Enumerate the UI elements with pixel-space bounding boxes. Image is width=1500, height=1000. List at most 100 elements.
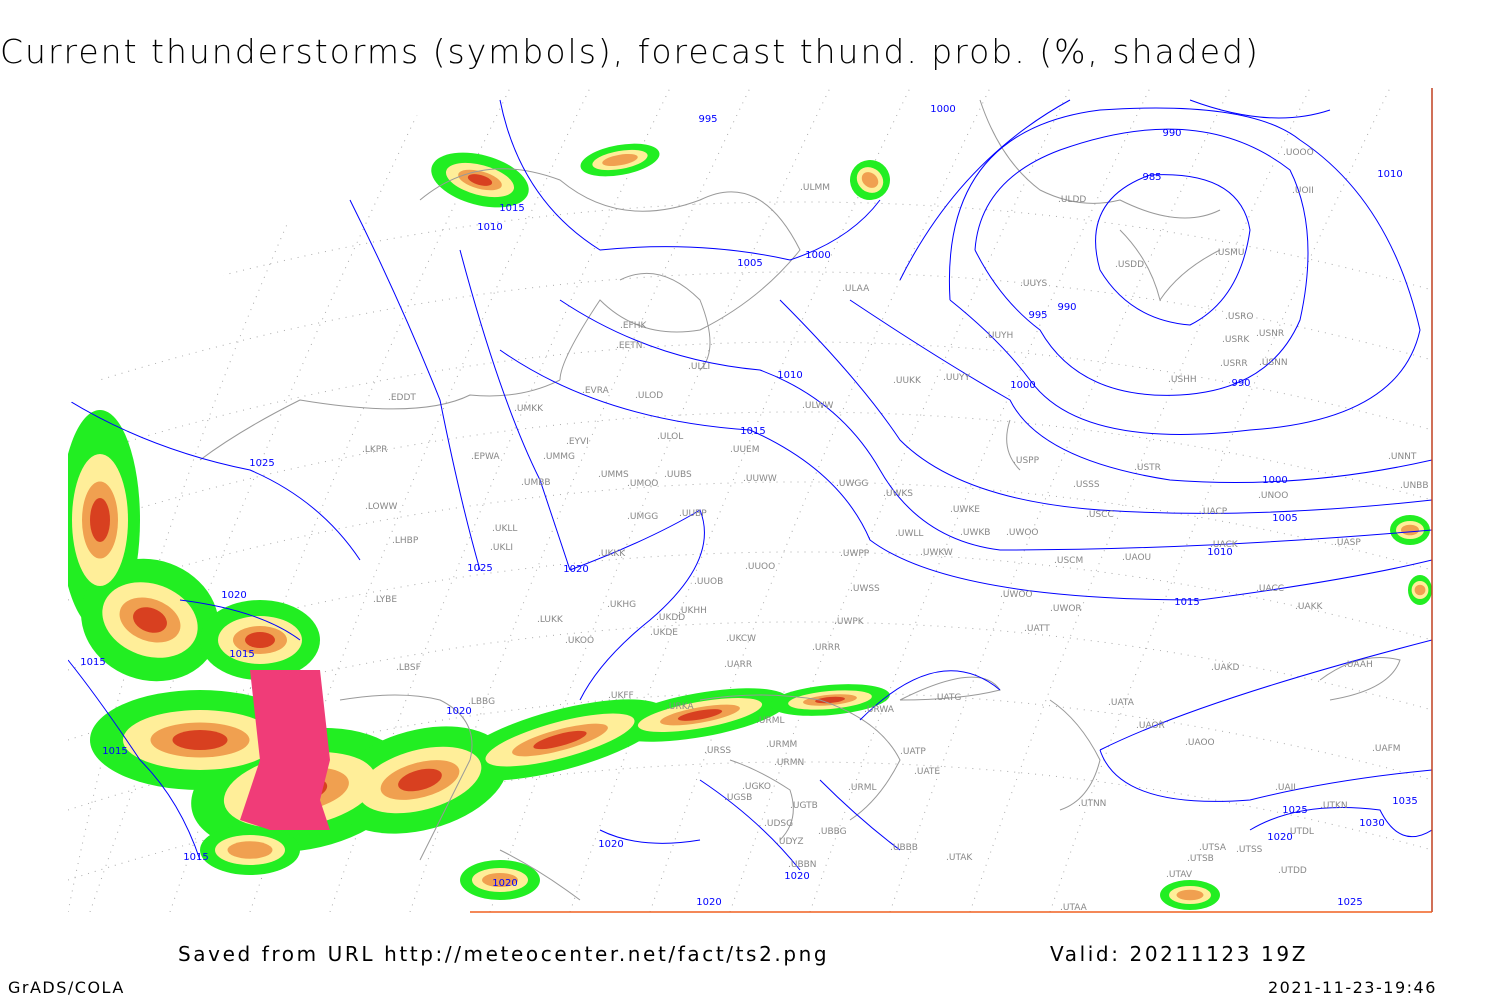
probability-area — [245, 632, 275, 648]
station-label: .UUOB — [694, 577, 723, 587]
isobar-line — [1095, 174, 1251, 326]
station-label: .UACP — [1200, 507, 1228, 517]
parallel-line — [68, 271, 1432, 391]
map-title: Current thunderstorms (symbols), forecas… — [0, 32, 1260, 71]
probability-area — [172, 730, 228, 750]
isobar-label: 995 — [698, 114, 717, 125]
meridian-line — [729, 88, 1071, 912]
probability-area — [815, 696, 845, 704]
isobar-label: 985 — [1142, 172, 1161, 183]
station-label: .UTSB — [1187, 854, 1214, 864]
station-label: .UUOO — [745, 562, 775, 572]
station-label: .UASP — [1334, 538, 1361, 548]
station-label: .UKOO — [565, 636, 594, 646]
station-label: .USPP — [1013, 456, 1040, 466]
station-label: .USRK — [1222, 335, 1250, 345]
isobar-label: 1020 — [221, 590, 246, 601]
station-label: .EETN — [616, 341, 642, 351]
station-label: .UWOR — [1050, 604, 1082, 614]
station-label: .ULOL — [657, 432, 683, 442]
station-label: .UWPK — [834, 617, 865, 627]
isobar-label: 1005 — [1272, 513, 1297, 524]
station-label: .UMGG — [627, 512, 658, 522]
source-url-text: Saved from URL http://meteocenter.net/fa… — [178, 942, 830, 966]
isobar-label: 1020 — [446, 706, 471, 717]
meridian-line — [89, 88, 431, 912]
station-label: .UKKK — [598, 549, 626, 559]
station-label: .UGKO — [742, 782, 771, 792]
station-label: .UWOO — [1000, 590, 1033, 600]
isobar-label: 1030 — [1359, 818, 1384, 829]
station-label: .UKHH — [678, 606, 707, 616]
station-label: .USCM — [1054, 556, 1083, 566]
station-label: .LHBP — [392, 536, 419, 546]
probability-area — [90, 498, 110, 542]
station-label: .LUKK — [537, 615, 564, 625]
station-label: .URSS — [704, 746, 731, 756]
isobar-label: 1020 — [598, 839, 623, 850]
isobar-label: 1025 — [467, 563, 492, 574]
isobar-label: 1000 — [930, 104, 955, 115]
meridian-line — [1049, 88, 1391, 912]
isobar-label: 1020 — [1267, 832, 1292, 843]
valid-time-text: Valid: 20211123 19Z — [1050, 942, 1308, 966]
station-label: .USMU — [1215, 248, 1245, 258]
isobar-line — [349, 199, 481, 571]
station-label: .UDSG — [764, 819, 793, 829]
isobar-label: 995 — [1028, 310, 1047, 321]
station-label: .UAKD — [1211, 663, 1240, 673]
station-label: .UWSS — [850, 584, 880, 594]
station-label: .UWLL — [895, 529, 923, 539]
isobar-label: 1010 — [1207, 547, 1232, 558]
isobar-label: 1020 — [563, 564, 588, 575]
station-label: .UTKN — [1320, 801, 1348, 811]
render-timestamp: 2021-11-23-19:46 — [1268, 978, 1437, 997]
station-label: .UUKK — [893, 376, 922, 386]
station-label: .UBBG — [818, 827, 847, 837]
station-label: .UATE — [914, 767, 940, 777]
meridian-line — [969, 88, 1311, 912]
isobar-label: 1010 — [477, 222, 502, 233]
isobar-line — [559, 299, 1432, 551]
station-label: .UKDE — [650, 628, 678, 638]
coastline — [699, 694, 901, 821]
station-label: .UUYS — [1020, 279, 1048, 289]
station-label: .UKHG — [607, 600, 636, 610]
isobar-label: 1015 — [1174, 597, 1199, 608]
isobar-label: 1020 — [492, 878, 517, 889]
meridian-line — [569, 88, 911, 912]
station-label: .LBSF — [396, 663, 421, 673]
coastline — [419, 168, 801, 381]
station-label: .UATG — [934, 693, 961, 703]
station-label: .ULWW — [802, 401, 834, 411]
station-label: .UGTB — [790, 801, 818, 811]
isobar-line — [68, 659, 201, 861]
meridian-line — [889, 88, 1231, 912]
station-label: .UAII — [1275, 783, 1296, 793]
station-label: .UKLI — [490, 543, 513, 553]
isobar-label: 990 — [1057, 302, 1076, 313]
station-label: .LBBG — [468, 697, 495, 707]
coastlines — [199, 99, 1401, 901]
station-label: .UNOO — [1258, 491, 1288, 501]
station-label: .LOWW — [365, 502, 398, 512]
station-label: .UUYY — [943, 373, 971, 383]
station-label: .UACC — [1256, 584, 1284, 594]
station-label: .UAKK — [1295, 602, 1324, 612]
station-label: .UWPP — [840, 549, 870, 559]
station-label: .UMKK — [514, 404, 544, 414]
coastline — [339, 694, 473, 861]
station-label: .USTR — [1134, 463, 1161, 473]
isobar-label: 1035 — [1392, 796, 1417, 807]
station-label: .USRR — [1220, 359, 1248, 369]
coastline — [619, 272, 711, 371]
station-label: .UMBB — [521, 478, 551, 488]
isobar-label: 1015 — [183, 852, 208, 863]
isobar-label: 1025 — [1282, 805, 1307, 816]
coastline — [729, 759, 794, 841]
station-label: .UBBN — [788, 860, 817, 870]
isobar-line — [179, 599, 301, 641]
station-label: .UAFM — [1372, 744, 1401, 754]
station-label: .USNN — [1259, 358, 1288, 368]
